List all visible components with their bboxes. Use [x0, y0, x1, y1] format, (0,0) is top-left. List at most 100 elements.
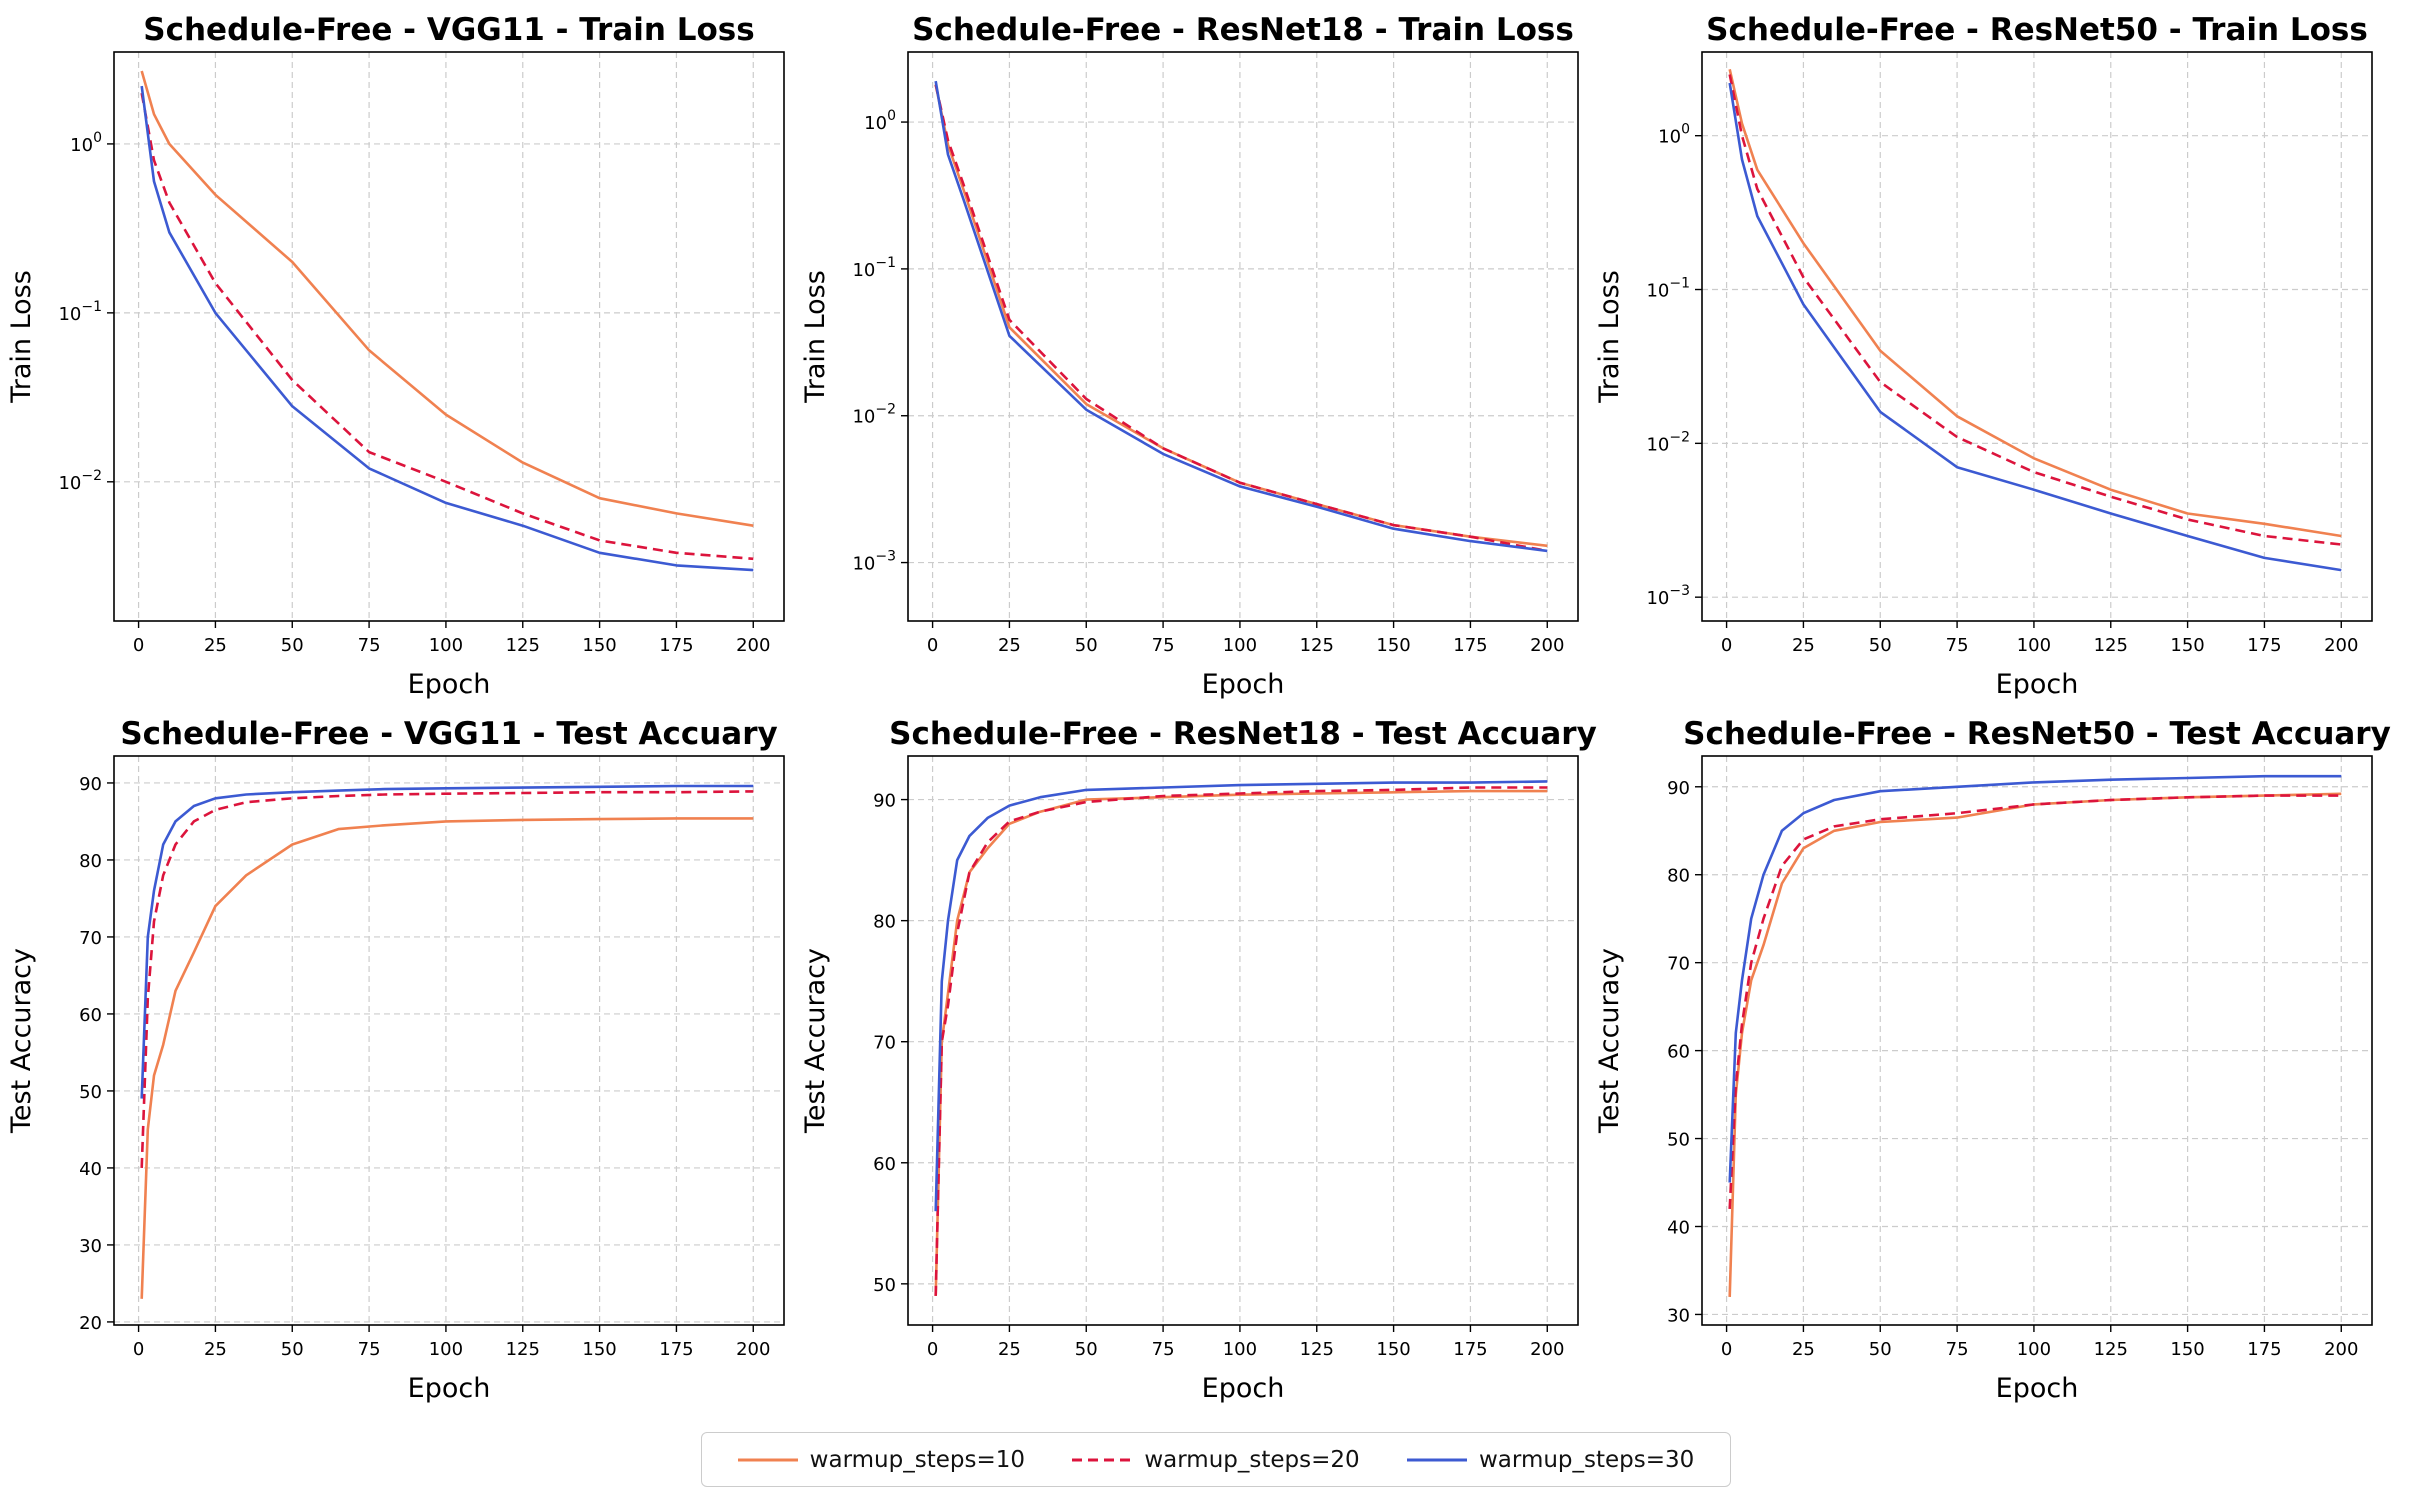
legend-label-warmup-20: warmup_steps=20 — [1144, 1446, 1360, 1473]
axes-frame — [907, 755, 1579, 1326]
y-tick-label: 80 — [873, 912, 896, 933]
subplot-5: 0 25 50 75 100 125 150 175 200 50 60 70 80 90 Schedule… — [800, 716, 1597, 1404]
x-tick-label: 0 — [133, 1339, 144, 1360]
y-tick-label: 70 — [873, 1033, 896, 1054]
series-line-warmup-30 — [934, 780, 1548, 1212]
y-tick-label: 20 — [79, 1313, 102, 1334]
legend: warmup_steps=10 warmup_steps=20 warmup_s… — [701, 1432, 1731, 1487]
x-tick-label: 200 — [1530, 635, 1564, 656]
x-tick-label: 175 — [1453, 1339, 1487, 1360]
subplot-title: Schedule-Free - VGG11 - Test Accuary — [120, 716, 777, 752]
series-line-warmup-20 — [934, 84, 1548, 553]
y-axis-label: Test Accuracy — [6, 948, 37, 1134]
y-tick-label: 10−2 — [852, 402, 896, 428]
series-line-warmup-30 — [140, 784, 754, 1099]
x-tick-label: 200 — [736, 635, 770, 656]
x-tick-label: 125 — [506, 1339, 540, 1360]
x-tick-label: 175 — [2247, 1339, 2281, 1360]
subplot-4: 0 25 50 75 100 125 150 175 200 20 30 40 50 60 70 80 90 Sc… — [6, 716, 785, 1404]
y-tick-label: 100 — [864, 108, 896, 134]
subplot-6: 0 25 50 75 100 125 150 175 200 30 40 50 60 70 80 90 Sche… — [1594, 716, 2391, 1404]
subplot-title: Schedule-Free - ResNet18 - Test Accuary — [889, 716, 1597, 752]
subplot-2: 0 25 50 75 100 125 150 175 200 100 10−1 10−2 10−3 Sch… — [800, 12, 1579, 700]
y-tick-label: 10−2 — [58, 468, 102, 494]
x-tick-label: 125 — [1300, 635, 1334, 656]
x-tick-label: 150 — [2170, 1339, 2204, 1360]
subplot-title: Schedule-Free - ResNet50 - Train Loss — [1706, 12, 2368, 48]
x-tick-label: 100 — [2017, 635, 2051, 656]
legend-item-warmup-30: warmup_steps=30 — [1406, 1446, 1695, 1473]
series-line-warmup-30 — [934, 80, 1548, 553]
y-tick-label: 10−1 — [852, 255, 896, 281]
x-tick-label: 200 — [1530, 1339, 1564, 1360]
x-tick-label: 150 — [582, 635, 616, 656]
x-axis-label: Epoch — [1996, 1373, 2079, 1404]
series-line-warmup-30 — [1728, 82, 2342, 572]
x-tick-label: 50 — [1869, 635, 1892, 656]
legend-item-warmup-20: warmup_steps=20 — [1072, 1446, 1360, 1473]
axes-frame — [113, 755, 785, 1326]
y-tick-label: 60 — [79, 1005, 102, 1026]
y-tick-label: 90 — [1667, 778, 1690, 799]
x-tick-label: 150 — [1376, 635, 1410, 656]
legend-item-warmup-10: warmup_steps=10 — [737, 1446, 1025, 1473]
y-tick-label: 10−3 — [852, 549, 896, 575]
x-axis-label: Epoch — [1202, 1373, 1285, 1404]
x-tick-label: 100 — [1223, 635, 1257, 656]
series-line-warmup-20 — [140, 790, 754, 1168]
legend-label-warmup-10: warmup_steps=10 — [809, 1446, 1025, 1473]
x-tick-label: 75 — [1152, 1339, 1175, 1360]
x-tick-label: 150 — [1376, 1339, 1410, 1360]
axes-frame — [1701, 51, 2373, 622]
series-line-warmup-20 — [1728, 74, 2342, 546]
y-tick-label: 50 — [1667, 1130, 1690, 1151]
y-axis-label: Test Accuracy — [800, 948, 831, 1134]
y-tick-label: 100 — [70, 130, 102, 156]
series-line-warmup-10 — [1728, 69, 2342, 538]
x-tick-label: 50 — [1869, 1339, 1892, 1360]
x-tick-label: 25 — [204, 635, 227, 656]
x-tick-label: 50 — [281, 1339, 304, 1360]
x-tick-label: 75 — [1946, 1339, 1969, 1360]
y-tick-label: 10−1 — [1646, 276, 1690, 302]
x-tick-label: 50 — [281, 635, 304, 656]
axes-frame — [907, 51, 1579, 622]
x-tick-label: 25 — [204, 1339, 227, 1360]
x-tick-label: 125 — [2094, 1339, 2128, 1360]
x-axis-label: Epoch — [1202, 669, 1285, 700]
x-tick-label: 75 — [358, 1339, 381, 1360]
y-tick-label: 30 — [79, 1236, 102, 1257]
x-tick-label: 175 — [1453, 635, 1487, 656]
x-tick-label: 125 — [1300, 1339, 1334, 1360]
x-tick-label: 50 — [1075, 635, 1098, 656]
x-tick-label: 75 — [1946, 635, 1969, 656]
axes-frame — [113, 51, 785, 622]
y-tick-label: 60 — [873, 1154, 896, 1175]
subplot-title: Schedule-Free - ResNet18 - Train Loss — [912, 12, 1574, 48]
legend-swatch-warmup-30 — [1406, 1458, 1467, 1462]
subplot-title: Schedule-Free - VGG11 - Train Loss — [143, 12, 754, 48]
x-tick-label: 100 — [1223, 1339, 1257, 1360]
x-tick-label: 200 — [736, 1339, 770, 1360]
x-tick-label: 25 — [1792, 1339, 1815, 1360]
legend-swatch-warmup-20 — [1072, 1458, 1133, 1462]
y-tick-label: 10−3 — [1646, 583, 1690, 609]
series-line-warmup-10 — [140, 70, 754, 527]
subplot-1: 0 25 50 75 100 125 150 175 200 100 10−1 10−2 Schedul… — [6, 12, 785, 700]
series-line-warmup-30 — [1728, 774, 2342, 1183]
y-tick-label: 80 — [1667, 866, 1690, 887]
series-line-warmup-10 — [934, 789, 1548, 1296]
legend-label-warmup-30: warmup_steps=30 — [1478, 1446, 1695, 1473]
x-tick-label: 175 — [659, 635, 693, 656]
y-tick-label: 90 — [873, 791, 896, 812]
x-tick-label: 25 — [1792, 635, 1815, 656]
x-axis-label: Epoch — [408, 669, 491, 700]
y-tick-label: 80 — [79, 851, 102, 872]
x-tick-label: 150 — [582, 1339, 616, 1360]
y-axis-label: Train Loss — [6, 270, 37, 404]
series-line-warmup-30 — [140, 85, 754, 572]
x-tick-label: 175 — [659, 1339, 693, 1360]
series-line-warmup-10 — [140, 817, 754, 1299]
y-tick-label: 90 — [79, 774, 102, 795]
x-tick-label: 50 — [1075, 1339, 1098, 1360]
